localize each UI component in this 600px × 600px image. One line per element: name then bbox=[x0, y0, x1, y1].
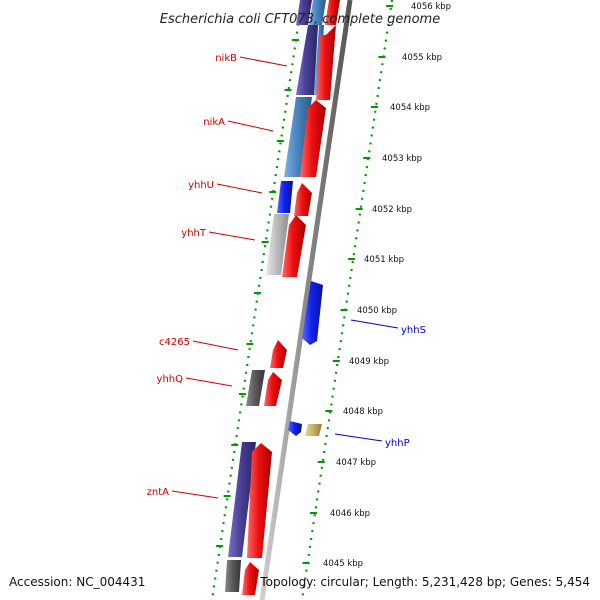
gene-arrow-top-navy bbox=[296, 0, 312, 25]
gene-zntA-red-arrow[interactable] bbox=[247, 443, 272, 558]
gene-yhhQ-arrow[interactable] bbox=[246, 370, 265, 406]
gene-yhhS-label[interactable]: yhhS bbox=[401, 325, 426, 336]
ruler-label: 4056 kbp bbox=[411, 2, 451, 12]
right-dotted-track bbox=[300, 0, 394, 600]
gene-nikB-label[interactable]: nikB bbox=[215, 53, 237, 64]
gene-nikA-leader bbox=[227, 120, 274, 132]
gene-yhhT-red-arrow[interactable] bbox=[282, 215, 306, 277]
gene-nikA-label[interactable]: nikA bbox=[203, 117, 225, 128]
gene-nikB-red-arrow[interactable] bbox=[316, 25, 336, 100]
gene-yhhS-arrow[interactable] bbox=[302, 281, 323, 345]
ruler-label: 4049 kbp bbox=[349, 357, 389, 367]
gene-yhhU-arrow[interactable] bbox=[277, 181, 293, 213]
gene-nikB-arrow[interactable] bbox=[296, 25, 318, 95]
gene-yhhU-leader bbox=[216, 183, 263, 194]
gene-yhhQ-label[interactable]: yhhQ bbox=[157, 374, 184, 385]
gene-c4265-arrow[interactable] bbox=[270, 340, 287, 368]
ruler-label: 4050 kbp bbox=[357, 306, 397, 316]
gene-yhhS-leader bbox=[350, 319, 399, 329]
gene-yhhP-khaki-block bbox=[305, 424, 322, 436]
gene-labels: nikB nikA yhhU yhhT yhhS c4265 yhhQ yhhP zntA bbox=[147, 53, 426, 499]
gene-zntA-label[interactable]: zntA bbox=[147, 487, 170, 498]
gene-yhhT-arrow[interactable] bbox=[266, 214, 289, 275]
gene-zntA-leader bbox=[171, 490, 219, 499]
gene-nikA-arrow[interactable] bbox=[284, 97, 312, 177]
ruler-label: 4055 kbp bbox=[402, 53, 442, 63]
gene-arrow-bottom-gray bbox=[225, 560, 241, 592]
ruler-label: 4046 kbp bbox=[330, 509, 370, 519]
gene-yhhQ-leader bbox=[185, 377, 233, 387]
left-dotted-track bbox=[210, 0, 304, 600]
gene-yhhT-leader bbox=[208, 231, 256, 241]
genome-backbone bbox=[259, 0, 353, 600]
gene-yhhQ-red-arrow[interactable] bbox=[264, 372, 282, 406]
gene-yhhP-leader bbox=[334, 433, 383, 442]
ruler-label: 4047 kbp bbox=[336, 458, 376, 468]
ruler-labels: 4056 kbp 4055 kbp 4054 kbp 4053 kbp 4052 kbp… bbox=[323, 2, 451, 569]
page-title: Escherichia coli CFT073, complete genome bbox=[160, 12, 440, 27]
gene-nikB-leader bbox=[239, 56, 288, 67]
gene-arrow-bottom-red bbox=[242, 562, 259, 595]
gene-arrow-top-steel bbox=[309, 0, 326, 25]
ruler-ticks bbox=[216, 5, 394, 564]
gene-nikA-red-arrow[interactable] bbox=[300, 100, 326, 177]
topology-label: Topology: circular; Length: 5,231,428 bp… bbox=[259, 575, 590, 589]
gene-yhhU-label[interactable]: yhhU bbox=[188, 180, 214, 191]
ruler-label: 4051 kbp bbox=[364, 255, 404, 265]
gene-yhhP-label[interactable]: yhhP bbox=[385, 438, 410, 449]
gene-zntA-arrow[interactable] bbox=[228, 442, 256, 557]
ruler-label: 4053 kbp bbox=[382, 154, 422, 164]
gene-blocks bbox=[225, 0, 340, 595]
ruler-label: 4048 kbp bbox=[343, 407, 383, 417]
ruler-label: 4045 kbp bbox=[323, 559, 363, 569]
gene-c4265-leader bbox=[192, 340, 239, 351]
gene-yhhP-arrow[interactable] bbox=[288, 421, 302, 436]
gene-yhhU-red-arrow[interactable] bbox=[294, 183, 312, 216]
gene-arrow-top-red bbox=[325, 0, 340, 25]
ruler-label: 4052 kbp bbox=[372, 205, 412, 215]
gene-c4265-label[interactable]: c4265 bbox=[159, 337, 190, 348]
ruler-label: 4054 kbp bbox=[390, 103, 430, 113]
accession-label: Accession: NC_004431 bbox=[9, 575, 145, 589]
gene-yhhT-label[interactable]: yhhT bbox=[181, 228, 207, 239]
